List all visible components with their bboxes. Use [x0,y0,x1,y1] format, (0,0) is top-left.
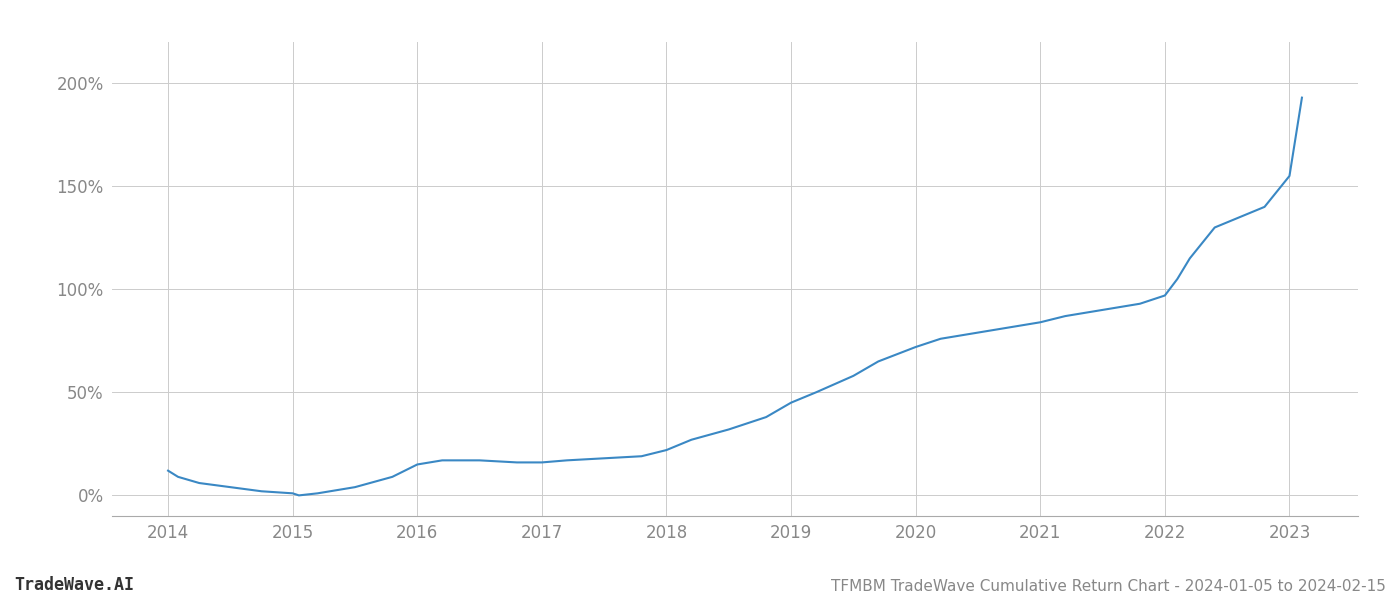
Text: TFMBM TradeWave Cumulative Return Chart - 2024-01-05 to 2024-02-15: TFMBM TradeWave Cumulative Return Chart … [832,579,1386,594]
Text: TradeWave.AI: TradeWave.AI [14,576,134,594]
